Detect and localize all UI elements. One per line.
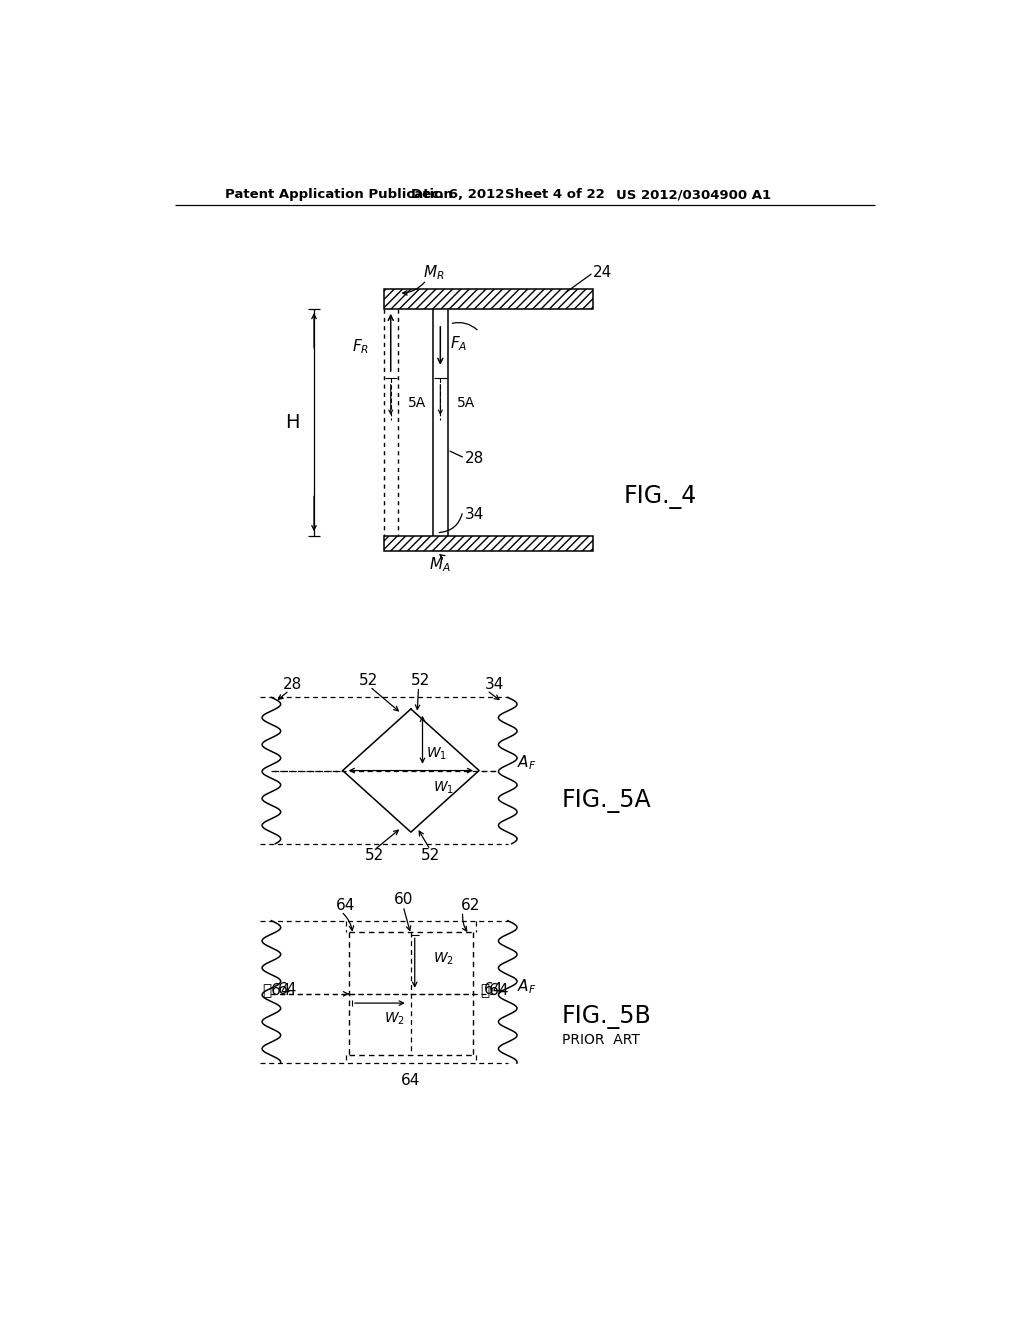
Text: 64: 64 bbox=[483, 982, 503, 997]
Text: 34: 34 bbox=[484, 677, 504, 692]
Text: PRIOR  ART: PRIOR ART bbox=[562, 1034, 640, 1047]
Text: 28: 28 bbox=[283, 677, 302, 692]
Text: H: H bbox=[286, 413, 300, 432]
Text: 52: 52 bbox=[421, 847, 440, 863]
Text: Patent Application Publication: Patent Application Publication bbox=[225, 187, 453, 201]
Text: 62: 62 bbox=[461, 898, 480, 913]
Text: FIG._5A: FIG._5A bbox=[562, 789, 651, 813]
Text: $W_1$: $W_1$ bbox=[426, 746, 447, 762]
Text: ⁲64: ⁲64 bbox=[480, 982, 509, 997]
Text: $M_R$: $M_R$ bbox=[423, 263, 444, 281]
Text: 64: 64 bbox=[278, 982, 297, 997]
Text: $W_1$: $W_1$ bbox=[432, 779, 454, 796]
Text: FIG._5B: FIG._5B bbox=[562, 1005, 651, 1030]
Text: 28: 28 bbox=[465, 451, 484, 466]
Text: Sheet 4 of 22: Sheet 4 of 22 bbox=[506, 187, 605, 201]
Text: $A_F$: $A_F$ bbox=[517, 754, 537, 772]
Text: $F_A$: $F_A$ bbox=[450, 334, 467, 352]
Text: 5A: 5A bbox=[408, 396, 426, 411]
Text: $F_R$: $F_R$ bbox=[352, 338, 369, 356]
Text: 24: 24 bbox=[593, 265, 612, 280]
Text: $A_F$: $A_F$ bbox=[517, 977, 537, 995]
Text: $W_2$: $W_2$ bbox=[432, 950, 454, 968]
Text: Dec. 6, 2012: Dec. 6, 2012 bbox=[411, 187, 504, 201]
Text: 34: 34 bbox=[465, 507, 484, 521]
Text: 64: 64 bbox=[336, 898, 355, 913]
Text: 52: 52 bbox=[412, 673, 430, 688]
Text: ⁲64: ⁲64 bbox=[262, 982, 291, 997]
Text: 5A: 5A bbox=[458, 396, 475, 411]
Text: FIG._4: FIG._4 bbox=[624, 486, 697, 510]
Text: $W_2$: $W_2$ bbox=[384, 1010, 404, 1027]
Bar bbox=[384, 536, 593, 552]
Text: 52: 52 bbox=[358, 673, 378, 688]
Text: US 2012/0304900 A1: US 2012/0304900 A1 bbox=[616, 187, 771, 201]
Text: $M_A$: $M_A$ bbox=[429, 556, 452, 574]
Text: 52: 52 bbox=[365, 847, 384, 863]
Bar bbox=[384, 289, 593, 309]
Text: 64: 64 bbox=[401, 1073, 421, 1088]
Text: 60: 60 bbox=[393, 892, 413, 907]
